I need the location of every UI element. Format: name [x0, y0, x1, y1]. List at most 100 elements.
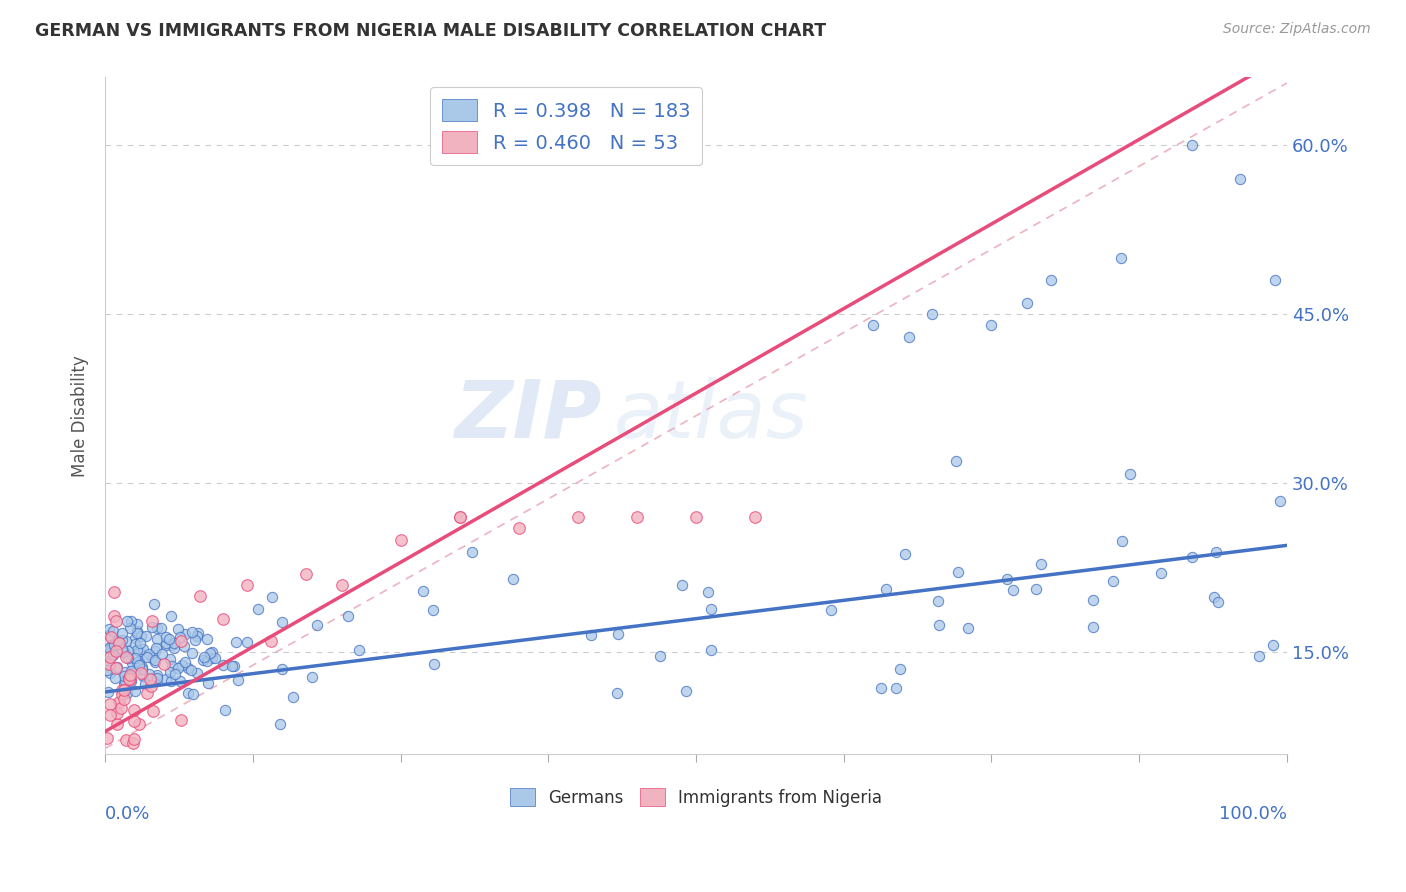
Point	[412, 584, 434, 599]
Point	[145, 640, 167, 655]
Point	[307, 618, 329, 632]
Point	[117, 644, 139, 658]
Point	[461, 545, 484, 559]
Point	[1268, 493, 1291, 508]
Point	[927, 594, 949, 608]
Point	[295, 566, 318, 581]
Point	[124, 631, 146, 645]
Point	[176, 686, 198, 700]
Point	[107, 636, 129, 650]
Point	[112, 669, 135, 683]
Point	[98, 697, 121, 711]
Point	[862, 318, 884, 333]
Point	[103, 609, 125, 624]
Y-axis label: Male Disability: Male Disability	[72, 355, 89, 476]
Point	[956, 621, 979, 635]
Point	[1181, 549, 1204, 564]
Point	[138, 666, 160, 681]
Point	[187, 626, 209, 640]
Point	[121, 736, 143, 750]
Point	[1119, 467, 1142, 482]
Point	[995, 572, 1018, 586]
Point	[145, 672, 167, 686]
Point	[96, 731, 118, 746]
Point	[423, 657, 446, 671]
Point	[103, 648, 125, 663]
Point	[330, 578, 353, 592]
Point	[1206, 595, 1229, 609]
Point	[118, 622, 141, 636]
Point	[105, 660, 128, 674]
Point	[112, 692, 135, 706]
Point	[120, 673, 142, 688]
Point	[117, 651, 139, 665]
Point	[235, 635, 257, 649]
Point	[884, 681, 907, 695]
Point	[132, 669, 155, 683]
Point	[115, 686, 138, 700]
Point	[685, 510, 707, 524]
Point	[699, 602, 721, 616]
Point	[111, 625, 134, 640]
Text: Source: ZipAtlas.com: Source: ZipAtlas.com	[1223, 22, 1371, 37]
Point	[700, 642, 723, 657]
Point	[567, 510, 589, 524]
Point	[115, 634, 138, 648]
Text: 100.0%: 100.0%	[1219, 805, 1286, 822]
Point	[131, 662, 153, 676]
Point	[894, 547, 917, 561]
Point	[129, 665, 152, 680]
Point	[111, 641, 134, 656]
Point	[121, 657, 143, 671]
Point	[1102, 574, 1125, 588]
Point	[105, 614, 128, 628]
Point	[508, 521, 530, 535]
Point	[103, 638, 125, 652]
Point	[160, 659, 183, 673]
Point	[1031, 557, 1053, 571]
Point	[98, 707, 121, 722]
Point	[166, 622, 188, 636]
Point	[110, 701, 132, 715]
Point	[181, 624, 204, 639]
Point	[112, 683, 135, 698]
Point	[897, 330, 920, 344]
Point	[141, 672, 163, 686]
Point	[150, 647, 173, 661]
Point	[1039, 273, 1062, 287]
Point	[135, 629, 157, 643]
Point	[105, 644, 128, 658]
Point	[212, 612, 235, 626]
Text: 0.0%: 0.0%	[105, 805, 150, 822]
Point	[118, 668, 141, 682]
Point	[138, 647, 160, 661]
Point	[271, 662, 294, 676]
Point	[696, 585, 718, 599]
Text: GERMAN VS IMMIGRANTS FROM NIGERIA MALE DISABILITY CORRELATION CHART: GERMAN VS IMMIGRANTS FROM NIGERIA MALE D…	[35, 22, 827, 40]
Point	[136, 686, 159, 700]
Point	[606, 686, 628, 700]
Point	[128, 717, 150, 731]
Point	[117, 671, 139, 685]
Point	[162, 638, 184, 652]
Point	[236, 578, 259, 592]
Point	[97, 685, 120, 699]
Point	[214, 703, 236, 717]
Point	[889, 661, 911, 675]
Point	[169, 630, 191, 644]
Point	[1083, 592, 1105, 607]
Point	[122, 714, 145, 729]
Point	[155, 636, 177, 650]
Point	[129, 628, 152, 642]
Point	[100, 642, 122, 657]
Point	[120, 614, 142, 628]
Point	[139, 672, 162, 686]
Point	[173, 639, 195, 653]
Point	[143, 597, 166, 611]
Point	[186, 665, 208, 680]
Point	[170, 713, 193, 727]
Point	[1150, 566, 1173, 580]
Point	[337, 609, 360, 624]
Point	[110, 641, 132, 656]
Point	[100, 639, 122, 653]
